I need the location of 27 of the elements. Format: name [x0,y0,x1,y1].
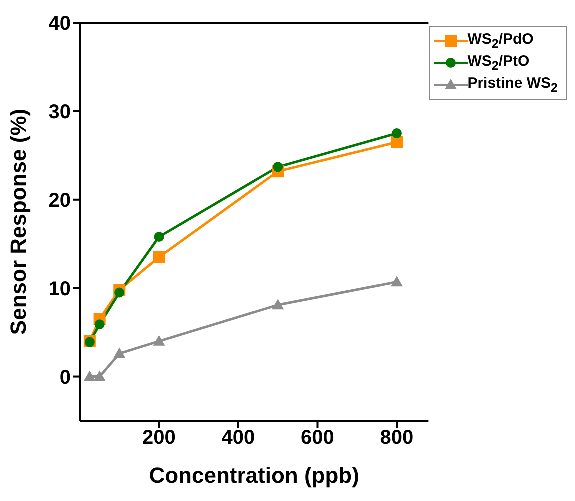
x-tick-label: 400 [222,427,256,450]
x-tick-label: 600 [301,427,334,450]
legend-label: WS$_{2}$/PtO [468,53,530,73]
point [84,370,96,382]
y-tick-label: 10 [48,278,71,300]
y-tick-label: 0 [60,366,71,389]
point [153,251,166,264]
point [272,299,284,310]
point [114,288,125,298]
y-tick-label: 30 [48,102,71,124]
point [392,128,402,139]
point [273,162,284,172]
x-tick-label: 800 [380,427,414,450]
point [153,335,166,346]
point [154,232,164,242]
point [390,276,403,287]
legend-label: Pristine WS$_{2}$ [468,75,558,95]
point [390,136,403,148]
y-tick-label: 20 [48,190,71,212]
point [114,348,126,358]
point [94,370,106,382]
x-tick-label: 200 [142,427,176,450]
legend-label: WS$_{2}$/PdO [468,31,534,51]
x-axis-title: Concentration (ppb) [149,463,360,488]
y-tick-label: 40 [48,13,71,36]
point [94,320,105,330]
y-axis-title: Sensor Response (%) [6,108,31,336]
